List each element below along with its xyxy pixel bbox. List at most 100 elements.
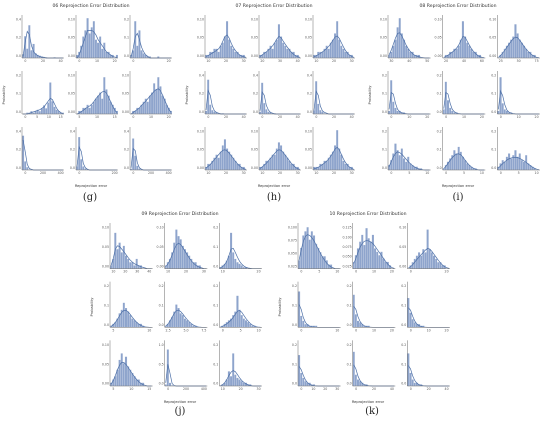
- histogram-bar: [297, 260, 301, 269]
- y-tick-label: 0.10: [102, 343, 109, 347]
- subplot: 0 5 10 0.0 0.1 0.2: [491, 127, 540, 175]
- kde-curve: [110, 309, 152, 328]
- kde-curve: [220, 310, 261, 328]
- x-tick-label: 400: [201, 387, 207, 391]
- y-tick-label: 0.2: [16, 73, 21, 77]
- kde-curve: [259, 36, 301, 58]
- histogram-bar: [213, 111, 216, 115]
- x-tick-label: 30: [335, 387, 339, 391]
- histogram-bar: [352, 294, 355, 328]
- histogram-bar: [227, 371, 231, 387]
- histogram-bar: [96, 95, 100, 115]
- y-tick-label: 0.00: [305, 166, 312, 170]
- histogram-bar: [240, 381, 243, 387]
- histogram-bar: [325, 260, 328, 269]
- histogram-bar: [122, 302, 126, 328]
- y-tick-label: 0.0: [292, 382, 297, 386]
- histogram-bar: [161, 95, 164, 115]
- x-tick-label: 5: [318, 270, 320, 274]
- x-tick-label: 20: [535, 115, 539, 119]
- y-tick-label: 0.100: [343, 235, 352, 239]
- x-tick-label: 10: [314, 171, 318, 175]
- y-tick-label: 0.1: [124, 36, 129, 40]
- y-tick-label: 0.4: [253, 73, 258, 77]
- y-tick-label: 0.0: [307, 110, 312, 114]
- histogram-bar: [306, 227, 309, 269]
- histogram-bar: [279, 36, 283, 59]
- y-tick-label: 0.1: [16, 92, 21, 96]
- y-tick-label: 0.2: [159, 284, 164, 288]
- histogram-bar: [437, 262, 440, 269]
- y-tick-label: 0.10: [251, 17, 258, 21]
- panel-k: 10 Reprojection Error Distribution Reproj…: [278, 211, 450, 417]
- histogram-bar: [396, 150, 399, 171]
- x-tick-label: 10: [314, 59, 318, 63]
- histogram-bar: [229, 376, 233, 387]
- histogram-bar: [232, 353, 235, 387]
- y-tick-label: 0.0: [437, 110, 442, 114]
- y-tick-label: 0.05: [122, 92, 129, 96]
- histogram-bar: [150, 92, 154, 115]
- x-tick-label: 20: [260, 59, 264, 63]
- y-tick-label: 0.2: [347, 343, 352, 347]
- histogram-bar: [88, 107, 91, 115]
- histogram-bar: [225, 21, 229, 59]
- histogram-bar: [26, 167, 29, 171]
- y-tick-label: 0.2: [213, 343, 218, 347]
- x-tick-label: 0: [445, 171, 447, 175]
- histogram-bar: [390, 51, 393, 59]
- x-tick-label: 10: [517, 115, 521, 119]
- kde-curve: [498, 36, 539, 59]
- panel-xlabel: Reprojection error: [352, 400, 385, 404]
- histogram-bar: [331, 39, 335, 59]
- panel-title: 06 Reprojection Error Distribution: [53, 3, 130, 9]
- histogram-bar: [86, 17, 89, 59]
- x-tick-label: 40: [407, 59, 411, 63]
- histogram-bar: [217, 157, 220, 171]
- kde-curve: [76, 30, 118, 59]
- histogram-bar: [507, 153, 511, 171]
- y-tick-label: 0.05: [489, 36, 496, 40]
- histogram-bar: [398, 17, 401, 59]
- x-tick-label: 20: [390, 328, 394, 332]
- x-tick-label: 20: [239, 387, 243, 391]
- x-tick-label: 0: [261, 115, 263, 119]
- panel-j: 09 Reprojection Error Distribution Reproj…: [90, 211, 262, 417]
- y-tick-label: 0.0: [437, 166, 442, 170]
- x-tick-label: 40: [296, 59, 300, 63]
- x-tick-label: 15: [147, 387, 151, 391]
- x-tick-label: 30: [242, 59, 246, 63]
- histogram-bar: [177, 235, 180, 269]
- panel-ylabel: Probability: [185, 85, 189, 105]
- y-tick-label: 0.05: [102, 245, 109, 249]
- subplot: 10 20 30 0.00 0.05 0.10: [157, 223, 208, 274]
- y-tick-label: 0.1: [292, 304, 297, 308]
- y-tick-label: 0.1: [292, 362, 297, 366]
- x-tick-label: 200: [148, 171, 154, 175]
- histogram-bar: [238, 263, 241, 269]
- y-tick-label: 0.00: [68, 110, 75, 114]
- histogram-bar: [356, 379, 360, 387]
- y-tick-label: 0.2: [491, 73, 496, 77]
- kde-curve: [388, 32, 430, 59]
- kde-curve: [408, 248, 450, 269]
- histogram-bar: [300, 372, 303, 387]
- x-tick-label: 10: [147, 328, 151, 332]
- x-tick-label: 20: [167, 115, 171, 119]
- histogram-bar: [282, 151, 285, 171]
- histogram-bar: [396, 27, 399, 59]
- histogram-bar: [503, 109, 506, 115]
- histogram-bar: [394, 39, 397, 59]
- y-tick-label: 0.1: [347, 362, 352, 366]
- histogram-bar: [94, 98, 98, 115]
- histogram-bar: [286, 48, 289, 59]
- histogram-bar: [501, 103, 504, 115]
- x-tick-label: 15: [113, 115, 117, 119]
- histogram-bar: [223, 139, 227, 171]
- histogram-bar: [232, 48, 235, 59]
- panel-caption: (h): [267, 192, 281, 203]
- x-tick-label: 10: [221, 387, 225, 391]
- panel-xlabel: Reprojection error: [258, 184, 291, 188]
- x-tick-label: 10: [47, 115, 51, 119]
- x-tick-label: 20: [332, 59, 336, 63]
